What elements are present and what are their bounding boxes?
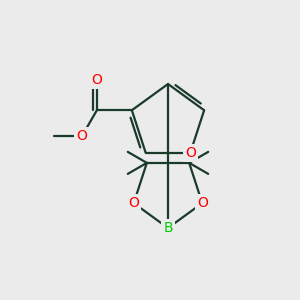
- Text: O: O: [76, 129, 87, 143]
- Text: B: B: [163, 221, 173, 235]
- Text: O: O: [197, 196, 208, 210]
- Text: O: O: [185, 146, 196, 160]
- Text: O: O: [128, 196, 139, 210]
- Text: O: O: [92, 73, 102, 87]
